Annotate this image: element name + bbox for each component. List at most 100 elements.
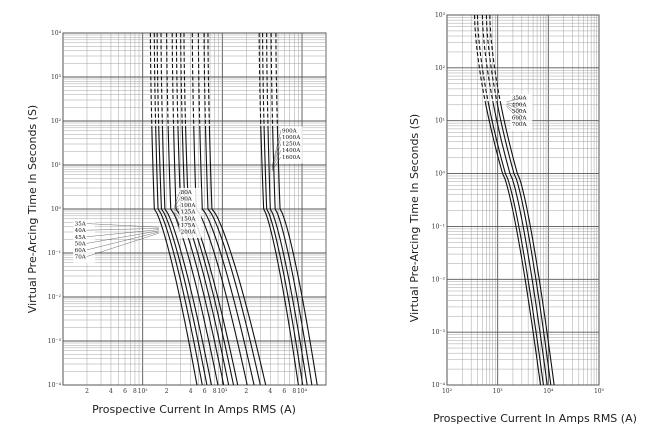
chart-left-y-tick-label: 10⁻¹ [48, 250, 61, 257]
chart-right-label-600a: 600A [512, 115, 528, 121]
chart-left-x-tick-label: 8 [133, 388, 137, 395]
chart-left-y-tick-label: 10⁻⁴ [48, 382, 62, 389]
chart-left-y-tick-label: 10³ [51, 74, 62, 81]
chart-left-label-box-1 [179, 187, 202, 239]
chart-right-curve-700a-dashed [489, 15, 501, 103]
chart-left-grid [62, 32, 327, 386]
chart-left-label-60a: 60A [75, 248, 87, 254]
chart-right-leader-400a [506, 102, 524, 105]
chart-right-curve-350a [484, 102, 542, 385]
chart-left-curve-70a [173, 129, 225, 385]
chart-left-curve-1000a-dashed [262, 33, 265, 130]
chart-left-leader-175a [174, 212, 180, 226]
chart-left-label-150a: 150A [181, 216, 197, 222]
chart-left-curve-200a-dashed [207, 33, 211, 130]
chart-left-label-40a: 40A [75, 228, 87, 234]
chart-left-leader-150a [174, 211, 180, 219]
chart-right-label-box-0 [510, 93, 533, 131]
chart-left-curve-45a-dashed [156, 33, 160, 130]
chart-right-y-tick-label: 10⁻² [432, 276, 446, 283]
chart-left-leader-1400a [271, 150, 282, 170]
chart-right-label-350a: 350A [512, 96, 528, 102]
chart-left-leader-70a [86, 233, 159, 257]
chart-right-y-tick-labels: 10³ 10² 10¹ 10⁰ 10⁻¹ 10⁻² 10⁻³ 10⁻⁴ [432, 12, 446, 389]
chart-right-y-tick-label: 10⁻³ [432, 329, 446, 336]
chart-left-leader-200a [174, 213, 180, 232]
chart-left-curve-1250a-dashed [266, 33, 269, 130]
chart-right-curve-700a [499, 102, 555, 385]
chart-left-y-tick-label: 10² [51, 118, 62, 125]
chart-right-label-400a: 400A [512, 102, 528, 108]
chart-left-label-900a: 900A [282, 128, 298, 134]
chart-right-leader-600a [506, 105, 524, 118]
chart-left-leader-100a [174, 204, 180, 210]
chart-left-curve-1600a-dashed [275, 33, 279, 130]
chart-left-x-tick-label: 8 [292, 388, 296, 395]
chart-left-curve-1400a [272, 129, 313, 385]
chart-left-curve-100a [185, 129, 239, 385]
chart-left-curve-1600a [276, 129, 318, 385]
chart-left-leader-1000a [271, 136, 282, 168]
chart-left-curve-1000a [263, 129, 304, 385]
chart-right-label-500a: 500A [512, 109, 528, 115]
chart-left-curve-125a-dashed [191, 33, 195, 130]
chart-left-x-tick-label: 4 [109, 388, 113, 395]
chart-left-y-tick-label: 10⁴ [51, 30, 62, 37]
chart-left-curve-80a-dashed [175, 33, 179, 130]
chart-left-x-tick-label: 4 [268, 388, 272, 395]
chart-left-label-90a: 90A [181, 197, 193, 203]
chart-left-x-tick-label: 2 [165, 388, 169, 395]
chart-left-leader-80a [174, 191, 180, 207]
chart-right-x-tick-label: 10³ [493, 388, 504, 395]
chart-right-x-tick-label: 10⁵ [594, 388, 605, 395]
chart-left-x-tick-label: 2 [85, 388, 89, 395]
chart-left-label-200a: 200A [181, 230, 197, 236]
chart-right-y-tick-label: 10⁻¹ [432, 223, 445, 230]
chart-left-label-35a: 35A [75, 222, 87, 228]
chart-left-x-axis-title: Prospective Current In Amps RMS (A) [92, 403, 296, 416]
chart-right-curve-400a [487, 102, 544, 385]
chart-right-curve-500a-dashed [481, 15, 494, 103]
chart-right-x-tick-label: 10⁴ [543, 388, 554, 395]
chart-right-curve-350a-dashed [474, 15, 486, 103]
chart-left-curve-40a [155, 129, 203, 385]
chart-left-curve-50a [161, 129, 212, 385]
chart-left-curve-1400a-dashed [270, 33, 274, 130]
chart-left-x-tick-label: 6 [123, 388, 127, 395]
chart-right-x-tick-label: 10² [442, 388, 453, 395]
chart-right-leader-350a [506, 97, 524, 102]
chart-right-curves [474, 15, 555, 385]
chart-left-y-tick-label: 10⁻³ [48, 338, 62, 345]
chart-left-x-tick-label: 6 [282, 388, 286, 395]
chart-left-leader-1250a [271, 143, 282, 169]
chart-left-label-125a: 125A [181, 210, 197, 216]
chart-left-x-tick-label: 4 [189, 388, 193, 395]
chart-left-curve-1250a [267, 129, 308, 385]
chart-left-label-70a: 70A [75, 255, 87, 261]
chart-left-curve-150a [199, 129, 255, 385]
chart-left-leader-45a [86, 229, 159, 237]
chart-right-label-700a: 700A [512, 122, 528, 128]
chart-left-x-tick-labels: 2 4 6 8 10² 2 4 6 8 10³ 2 4 6 8 10⁴ [85, 388, 308, 395]
chart-left-curve-45a [158, 129, 208, 385]
chart-left-x-tick-label: 2 [244, 388, 248, 395]
chart-left-curve-200a [208, 129, 267, 385]
chart-right-curve-400a-dashed [476, 15, 489, 103]
chart-left-curve-60a-dashed [166, 33, 169, 130]
chart-right-y-tick-label: 10⁻⁴ [432, 382, 446, 389]
chart-left-curve-70a-dashed [171, 33, 175, 130]
chart-left-label-1600a: 1600A [282, 155, 301, 161]
chart-left-leader-40a [86, 228, 159, 231]
chart-left-label-box-2 [280, 126, 303, 164]
chart-right-curve-600a [496, 102, 552, 385]
chart-left-y-tick-labels: 10⁴ 10³ 10² 10¹ 10⁰ 10⁻¹ 10⁻² 10⁻³ 10⁻⁴ [48, 30, 62, 389]
chart-left-leader-35a [86, 223, 159, 228]
chart-left-label-45a: 45A [75, 235, 87, 241]
chart-right-y-tick-label: 10³ [435, 12, 446, 19]
chart-left-curve-900a-dashed [258, 33, 262, 130]
chart-left-curve-40a-dashed [153, 33, 157, 130]
